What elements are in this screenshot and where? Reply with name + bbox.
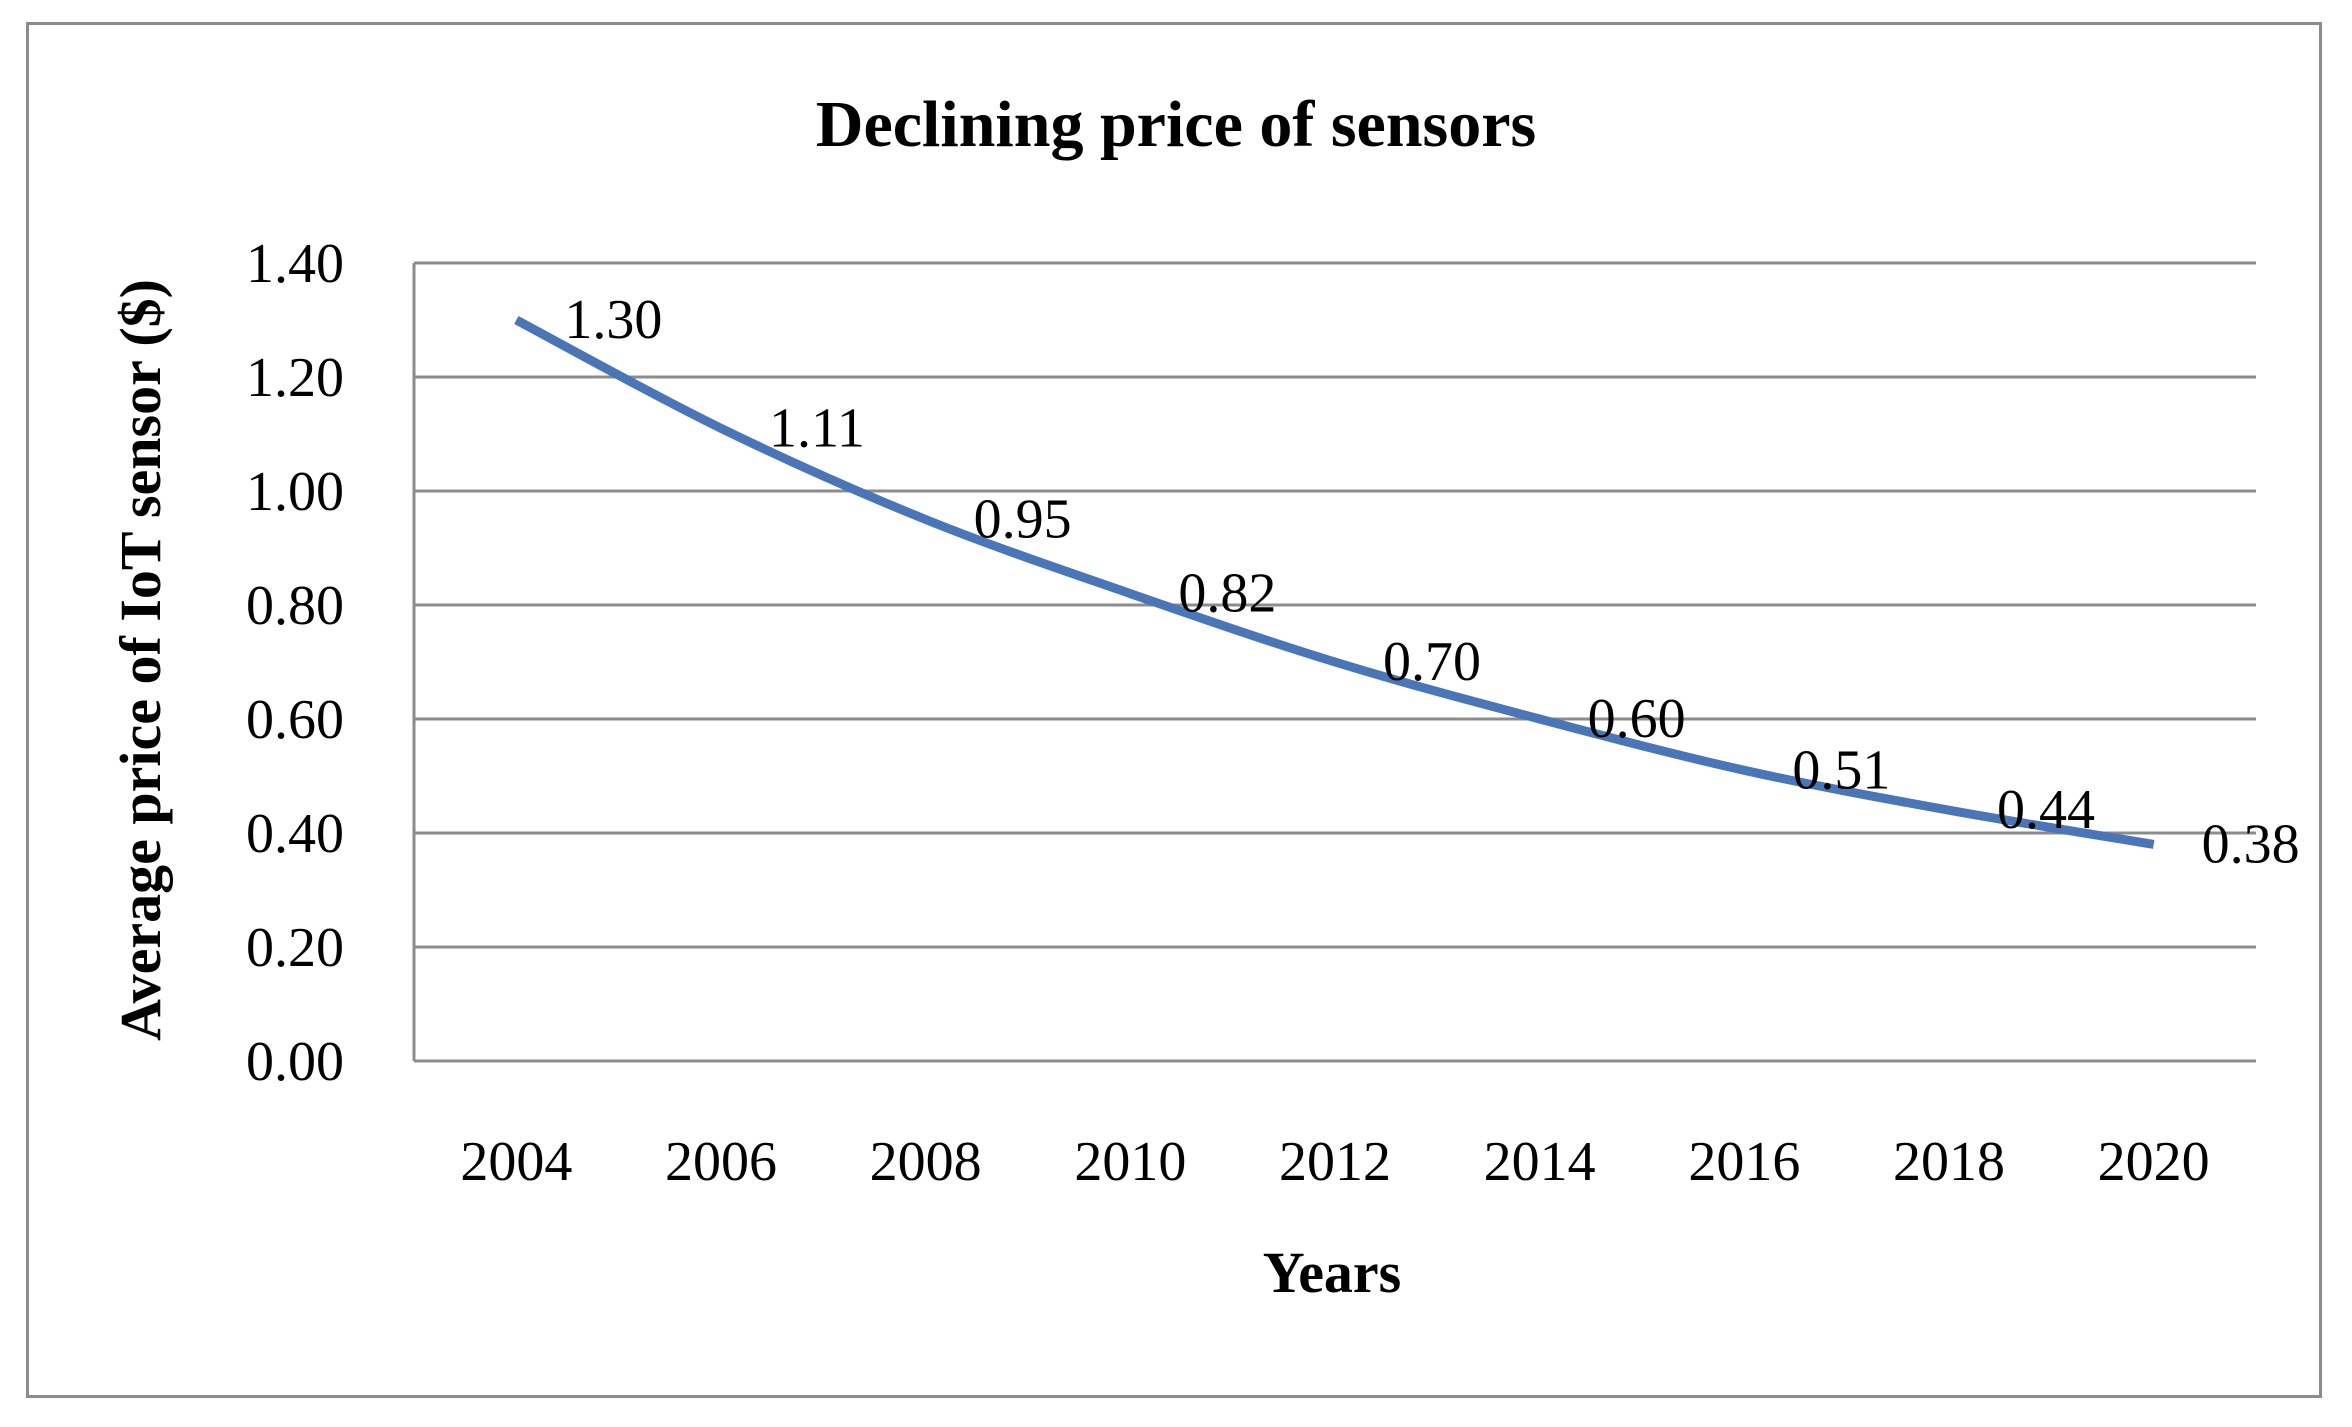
gridlines (414, 261, 2256, 949)
data-label: 0.60 (1588, 688, 1686, 750)
x-axis-title: Years (1263, 1240, 1402, 1305)
x-tick-label: 2020 (2098, 1131, 2210, 1193)
series-layer (514, 316, 2155, 849)
x-tick-label: 2004 (460, 1131, 572, 1193)
chart-frame (26, 22, 2322, 1398)
x-tick-label: 2012 (1279, 1131, 1391, 1193)
x-tick-label: 2014 (1484, 1131, 1596, 1193)
data-label: 0.70 (1383, 631, 1481, 693)
y-tick-label: 1.00 (246, 461, 344, 523)
axes (412, 263, 2256, 1063)
y-tick-label: 0.40 (246, 803, 344, 865)
x-tick-labels: 2004 2006 2008 2010 2012 2014 2016 2018 2020 (460, 1131, 2209, 1193)
data-label: 1.11 (769, 397, 865, 459)
y-tick-label: 1.40 (246, 233, 344, 295)
y-tick-label: 0.20 (246, 917, 344, 979)
x-tick-label: 2016 (1688, 1131, 1800, 1193)
y-tick-label: 0.60 (246, 689, 344, 751)
data-label: 0.38 (2202, 813, 2300, 875)
x-tick-label: 2008 (870, 1131, 982, 1193)
data-label: 1.30 (564, 289, 662, 351)
y-tick-labels: 0.00 0.20 0.40 0.60 0.80 1.00 1.20 1.40 (246, 233, 344, 1093)
data-label: 0.44 (1997, 779, 2095, 841)
chart-title: Declining price of sensors (816, 88, 1536, 161)
x-tick-label: 2006 (665, 1131, 777, 1193)
data-label: 0.51 (1792, 739, 1890, 801)
data-label: 0.82 (1178, 563, 1276, 625)
series-line (514, 316, 2155, 849)
data-labels: 1.30 1.11 0.95 0.82 0.70 0.60 0.51 0.44 0.38 (564, 289, 2299, 875)
y-axis-title: Average price of IoT sensor ($) (108, 279, 173, 1041)
y-tick-label: 1.20 (246, 347, 344, 409)
x-tick-label: 2010 (1074, 1131, 1186, 1193)
y-tick-label: 0.00 (246, 1031, 344, 1093)
y-tick-label: 0.80 (246, 575, 344, 637)
data-label: 0.95 (974, 489, 1072, 551)
x-tick-label: 2018 (1893, 1131, 2005, 1193)
